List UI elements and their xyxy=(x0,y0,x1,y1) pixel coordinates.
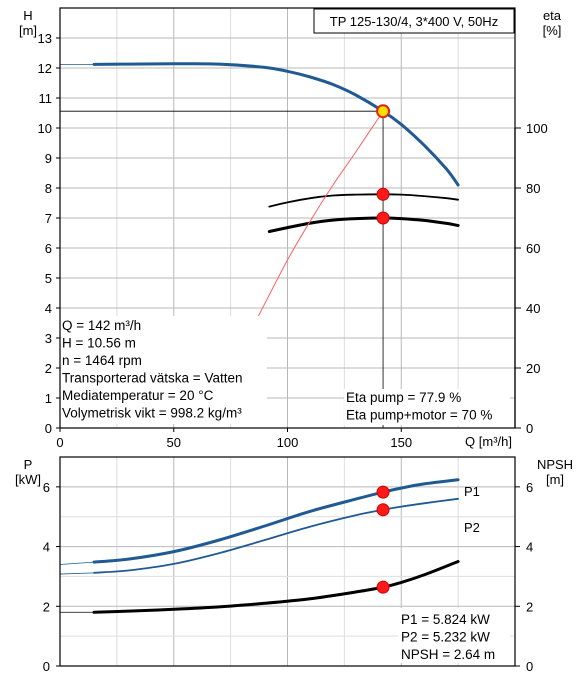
p1-curve xyxy=(92,478,460,564)
operating-point-reference-lines xyxy=(60,110,384,428)
head-tick-label: 12 xyxy=(38,61,52,76)
eta-info-line: Eta pump = 77.9 % xyxy=(346,390,461,405)
head-tick-label: 0 xyxy=(45,421,52,436)
head-tick-label: 4 xyxy=(45,301,52,316)
p2-curve-extension xyxy=(59,572,95,575)
npsh-tick-label: 0 xyxy=(526,659,533,674)
eta-info-line: Eta pump+motor = 70 % xyxy=(346,408,492,423)
head-curve xyxy=(92,62,460,187)
npsh-tick-label: 6 xyxy=(526,480,533,495)
power-tick-label: 0 xyxy=(43,659,50,674)
eta-tick-labels: 0 20 40 60 80 100 xyxy=(514,121,548,436)
eta-pump-motor-point xyxy=(376,211,390,225)
power-info-line: P2 = 5.232 kW xyxy=(401,630,490,645)
flow-tick-label: 50 xyxy=(167,435,181,450)
head-tick-label: 2 xyxy=(45,361,52,376)
p1-point xyxy=(376,485,390,499)
power-tick-label: 6 xyxy=(43,480,50,495)
eta-axis-label: eta xyxy=(543,8,562,23)
eta-pump-point xyxy=(376,187,390,201)
power-npsh-curves xyxy=(59,478,460,614)
eta-tick-label: 40 xyxy=(526,301,540,316)
power-info-text: P1 = 5.824 kW P2 = 5.232 kW NPSH = 2.64 m xyxy=(401,612,495,662)
eta-tick-label: 0 xyxy=(526,421,533,436)
eta-info-box xyxy=(344,389,510,425)
power-npsh-markers xyxy=(376,485,390,594)
power-tick-label: 2 xyxy=(43,599,50,614)
eta-info-text: Eta pump = 77.9 % Eta pump+motor = 70 % xyxy=(346,390,492,423)
p1-curve-extension xyxy=(59,561,95,565)
npsh-axis-label: NPSH xyxy=(537,457,573,472)
flow-tick-labels: 0 50 100 150 xyxy=(56,428,412,450)
head-chart-markers xyxy=(376,104,391,225)
flow-axis-label: Q [m³/h] xyxy=(465,434,512,449)
power-plot-frame xyxy=(59,456,516,667)
head-tick-label: 9 xyxy=(45,151,52,166)
flow-tick-label: 0 xyxy=(56,435,63,450)
head-efficiency-chart: TP 125-130/4, 3*400 V, 50Hz H [m] eta [%… xyxy=(19,7,562,450)
p2-point xyxy=(376,503,390,517)
flow-tick-label: 150 xyxy=(390,435,412,450)
eta-axis-unit: [%] xyxy=(543,23,562,38)
power-info-line: P1 = 5.824 kW xyxy=(401,612,490,627)
npsh-curve xyxy=(92,560,460,614)
eta-tick-label: 100 xyxy=(526,121,548,136)
npsh-tick-label: 2 xyxy=(526,599,533,614)
head-tick-label: 7 xyxy=(45,211,52,226)
power-grid xyxy=(60,457,515,666)
p2-curve xyxy=(93,497,459,574)
eta-tick-label: 60 xyxy=(526,241,540,256)
power-tick-labels: 0 2 4 6 xyxy=(43,480,60,674)
p1-label: P1 xyxy=(464,484,480,499)
duty-info-line: Mediatemperatur = 20 °C xyxy=(62,388,214,403)
duty-info-line: Volymetrisk vikt = 998.2 kg/m³ xyxy=(62,406,242,421)
npsh-tick-labels: 0 2 4 6 xyxy=(515,480,533,674)
head-tick-label: 3 xyxy=(45,331,52,346)
flow-tick-label: 100 xyxy=(277,435,299,450)
power-axis-unit: [kW] xyxy=(15,472,41,487)
npsh-tick-label: 4 xyxy=(526,540,533,555)
power-tick-label: 4 xyxy=(43,540,50,555)
pump-title: TP 125-130/4, 3*400 V, 50Hz xyxy=(330,14,498,29)
head-tick-label: 8 xyxy=(45,181,52,196)
duty-info-text: Q = 142 m³/h H = 10.56 m n = 1464 rpm Trans… xyxy=(62,318,242,421)
power-info-line: NPSH = 2.64 m xyxy=(401,647,495,662)
head-tick-label: 13 xyxy=(38,31,52,46)
eta-tick-label: 20 xyxy=(526,361,540,376)
eta-pump-motor-curve xyxy=(267,216,460,233)
eta-pump-curve xyxy=(268,193,459,208)
head-tick-label: 10 xyxy=(38,121,52,136)
head-tick-label: 5 xyxy=(45,271,52,286)
p2-label: P2 xyxy=(464,520,480,535)
duty-info-box xyxy=(61,316,267,424)
operating-point xyxy=(376,104,391,119)
pump-title-box xyxy=(313,8,515,34)
eta-tick-label: 80 xyxy=(526,181,540,196)
system-curve xyxy=(257,110,384,318)
power-axis-label: P xyxy=(24,457,33,472)
power-npsh-chart: P [kW] NPSH [m] 0 2 4 6 0 2 4 6 P1 P2 P1 = 5.82… xyxy=(15,456,573,674)
duty-info-line: H = 10.56 m xyxy=(62,336,136,351)
npsh-axis-unit: [m] xyxy=(546,472,564,487)
head-chart-curves xyxy=(60,62,460,318)
head-tick-label: 6 xyxy=(45,241,52,256)
power-series-labels: P1 P2 xyxy=(464,484,480,535)
duty-info-line: Transporterad vätska = Vatten xyxy=(62,371,242,386)
npsh-point xyxy=(376,580,390,594)
duty-info-line: Q = 142 m³/h xyxy=(62,318,141,333)
head-axis-unit: [m] xyxy=(19,23,37,38)
duty-info-line: n = 1464 rpm xyxy=(62,353,142,368)
head-axis-label: H xyxy=(23,8,32,23)
power-info-box xyxy=(398,608,510,663)
head-tick-label: 1 xyxy=(45,391,52,406)
head-tick-label: 11 xyxy=(39,91,53,106)
